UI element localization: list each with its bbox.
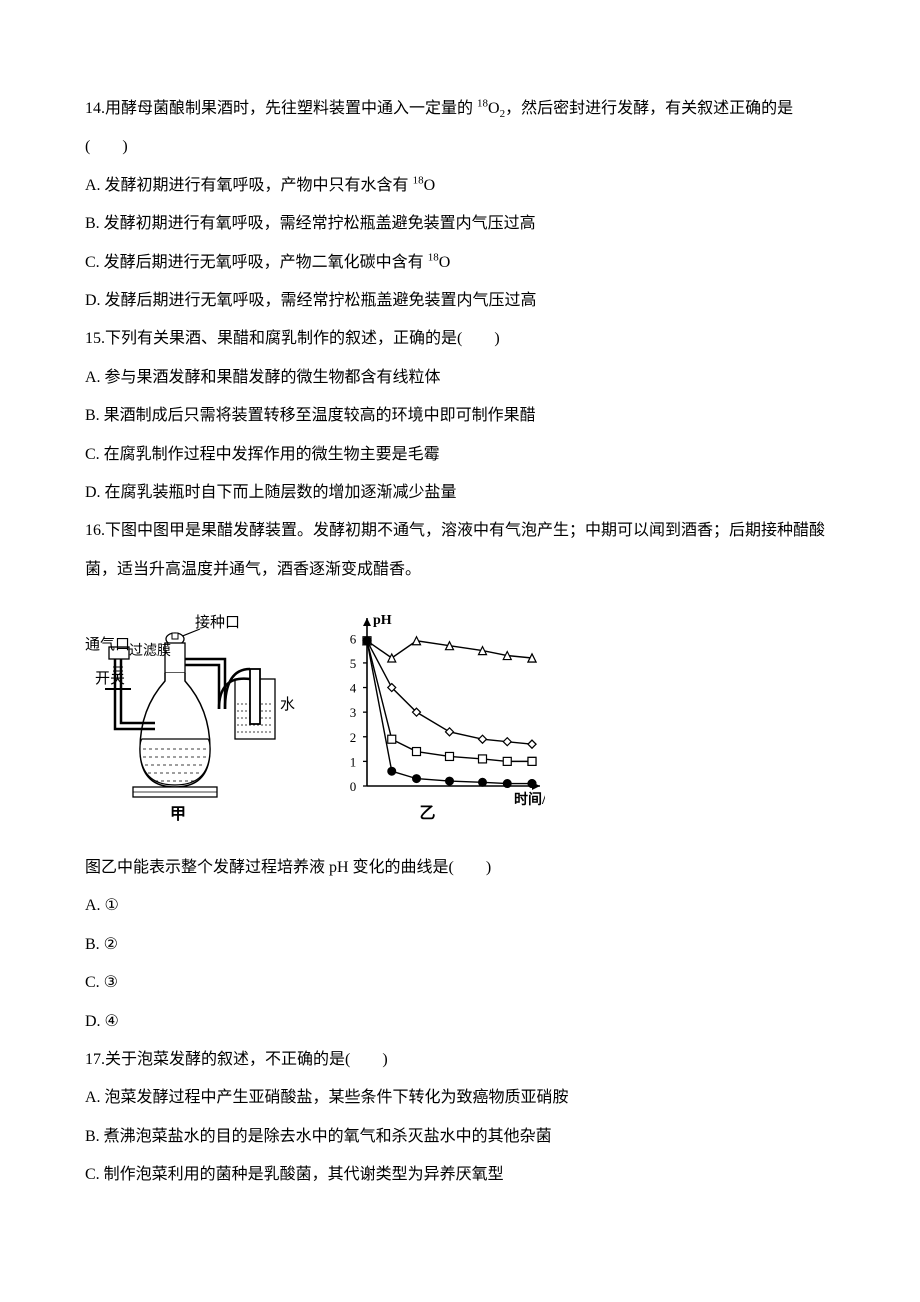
label-jiezhongkou: 接种口 (195, 614, 240, 631)
q14-optA-iso: 18 (413, 174, 424, 186)
q14-optA: A. 发酵初期进行有氧呼吸，产物中只有水含有 18O (85, 167, 835, 205)
q14-o: O (488, 100, 500, 117)
svg-text:①: ① (544, 650, 545, 665)
q15-optA: A. 参与果酒发酵和果醋发酵的微生物都含有线粒体 (85, 359, 835, 397)
q16-figure: 接种口 (85, 609, 835, 829)
svg-text:④: ④ (544, 777, 545, 792)
q14-stem: 14.用酵母菌酿制果酒时，先往塑料装置中通入一定量的 18O2，然后密封进行发酵… (85, 90, 835, 167)
q15-optC: C. 在腐乳制作过程中发挥作用的微生物主要是毛霉 (85, 436, 835, 474)
svg-text:1: 1 (350, 754, 357, 769)
label-kaiguan: 开关 (95, 670, 125, 687)
svg-text:时间/h: 时间/h (514, 791, 545, 808)
q16-caption: 图乙中能表示整个发酵过程培养液 pH 变化的曲线是( ) (85, 849, 835, 887)
svg-text:3: 3 (350, 705, 357, 720)
svg-text:4: 4 (350, 681, 357, 696)
q14-stem-pre: 14.用酵母菌酿制果酒时，先往塑料装置中通入一定量的 (85, 100, 477, 117)
q14-optC-iso: 18 (428, 251, 439, 263)
label-lvmo-1: 过滤膜 (129, 643, 171, 659)
label-jia: 甲 (170, 805, 186, 823)
q14-optB: B. 发酵初期进行有氧呼吸，需经常拧松瓶盖避免装置内气压过高 (85, 205, 835, 243)
q16-stem: 16.下图中图甲是果醋发酵装置。发酵初期不通气，溶液中有气泡产生；中期可以闻到酒… (85, 512, 835, 589)
q14-optC: C. 发酵后期进行无氧呼吸，产物二氧化碳中含有 18O (85, 244, 835, 282)
q14-iso1: 18 (477, 98, 488, 110)
q16-optD: D. ④ (85, 1003, 835, 1041)
svg-text:5: 5 (350, 656, 357, 671)
q15-optD: D. 在腐乳装瓶时自下而上随层数的增加逐渐减少盐量 (85, 474, 835, 512)
q16-optB: B. ② (85, 926, 835, 964)
q17-optC: C. 制作泡菜利用的菌种是乳酸菌，其代谢类型为异养厌氧型 (85, 1156, 835, 1194)
chart-yi: pH 0 1 2 3 4 5 6 时间/h 乙 ① ② ③ ④ (350, 613, 545, 822)
q14-optD: D. 发酵后期进行无氧呼吸，需经常拧松瓶盖避免装置内气压过高 (85, 282, 835, 320)
q17-stem: 17.关于泡菜发酵的叙述，不正确的是( ) (85, 1041, 835, 1079)
q15-stem: 15.下列有关果酒、果醋和腐乳制作的叙述，正确的是( ) (85, 320, 835, 358)
svg-text:乙: 乙 (420, 805, 436, 822)
q16-figure-svg: 接种口 (85, 609, 545, 829)
q14-optA-post: O (424, 177, 436, 194)
svg-text:0: 0 (350, 779, 357, 794)
q15-optB: B. 果酒制成后只需将装置转移至温度较高的环境中即可制作果醋 (85, 397, 835, 435)
svg-text:②: ② (544, 736, 545, 751)
label-tongqikou: 通气口 (85, 636, 130, 653)
q16-optC: C. ③ (85, 964, 835, 1002)
svg-text:2: 2 (350, 730, 357, 745)
apparatus-jia: 接种口 (85, 614, 295, 823)
label-shui: 水 (280, 696, 295, 713)
svg-text:③: ③ (544, 755, 545, 770)
svg-text:pH: pH (373, 613, 392, 628)
q16-optA: A. ① (85, 887, 835, 925)
q14-optC-post: O (439, 254, 451, 271)
q14-optA-pre: A. 发酵初期进行有氧呼吸，产物中只有水含有 (85, 177, 413, 194)
q17-optA: A. 泡菜发酵过程中产生亚硝酸盐，某些条件下转化为致癌物质亚硝胺 (85, 1079, 835, 1117)
q17-optB: B. 煮沸泡菜盐水的目的是除去水中的氧气和杀灭盐水中的其他杂菌 (85, 1118, 835, 1156)
q14-optC-pre: C. 发酵后期进行无氧呼吸，产物二氧化碳中含有 (85, 254, 428, 271)
svg-text:6: 6 (350, 631, 357, 646)
